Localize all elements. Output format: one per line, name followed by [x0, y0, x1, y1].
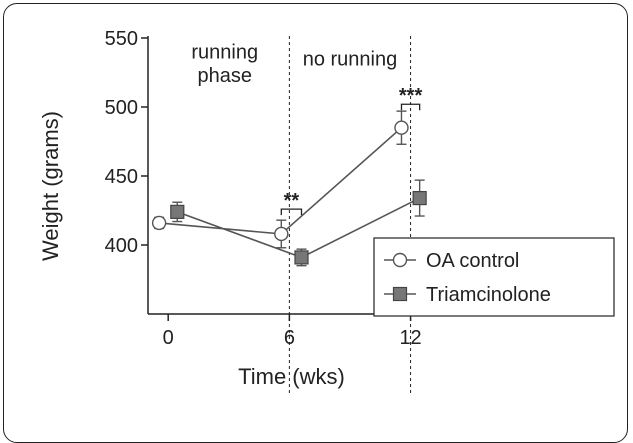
series-triamcinolone: [170, 179, 427, 267]
y-tick-label: 400: [105, 235, 138, 257]
significance-bracket: [400, 103, 421, 111]
data-point: [294, 250, 309, 265]
legend-marker: [392, 252, 408, 268]
legend-box: [373, 237, 615, 317]
significance-stars: ***: [399, 85, 423, 107]
phase-label: running: [191, 42, 258, 64]
phase-guide-lines: [288, 36, 412, 393]
legend-marker: [392, 286, 408, 302]
data-point: [151, 215, 167, 231]
data-point: [394, 120, 409, 135]
data-point: [170, 204, 185, 219]
phase-label: phase: [198, 65, 253, 87]
legend-label: OA control: [426, 250, 519, 272]
significance-bracket: [280, 208, 303, 216]
series-layer: [151, 110, 427, 267]
y-tick-label: 550: [105, 28, 138, 50]
y-tick-label: 450: [105, 166, 138, 188]
y-tick-label: 500: [105, 97, 138, 119]
legend: OA control Triamcinolone: [373, 237, 615, 317]
significance-stars: **: [284, 190, 300, 212]
x-axis-title: Time (wks): [238, 364, 345, 389]
x-tick-label: 0: [163, 327, 174, 349]
legend-label: Triamcinolone: [426, 284, 551, 306]
data-point: [274, 226, 289, 242]
phase-label: no running: [303, 49, 398, 71]
data-point: [412, 190, 427, 206]
series-oa-control: [151, 110, 409, 249]
y-axis-title: Weight (grams): [38, 111, 63, 261]
